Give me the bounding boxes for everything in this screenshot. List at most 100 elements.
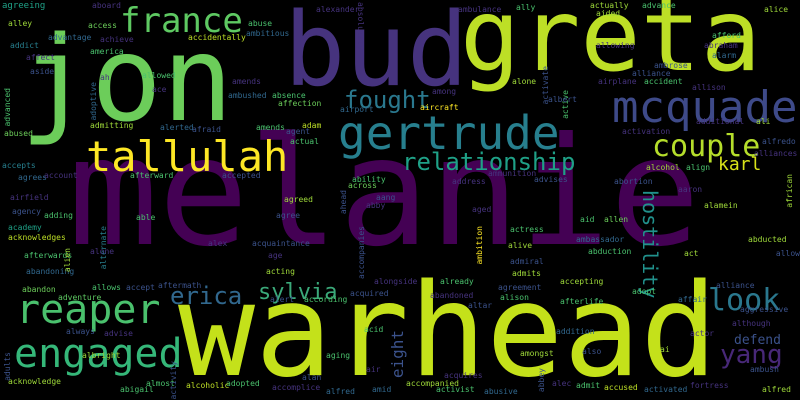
cloud-word-already: already (440, 277, 474, 286)
cloud-word-admit: admit (576, 381, 601, 390)
cloud-word-absence: absence (272, 91, 306, 100)
cloud-word-albert: albert (548, 95, 577, 104)
cloud-word-eight: eight (388, 330, 407, 379)
cloud-word-accompanied: accompanied (406, 379, 459, 388)
cloud-word-ahead: ahead (339, 190, 348, 215)
cloud-word-ability: ability (352, 175, 386, 184)
cloud-word-acquires: acquires (444, 371, 483, 380)
cloud-word-aside: aside (30, 67, 55, 76)
cloud-word-abandon: abandon (22, 285, 56, 294)
cloud-word-ambulance: ambulance (458, 5, 502, 14)
cloud-word-aggressive: aggressive (740, 305, 789, 314)
cloud-word-ambrose: ambrose (654, 61, 688, 70)
cloud-word-align: align (686, 163, 711, 172)
cloud-word-access: access (88, 21, 117, 30)
cloud-word-alliance: alliance (716, 281, 755, 290)
cloud-word-affect: affect (26, 53, 55, 62)
cloud-word-air: air (366, 365, 381, 374)
cloud-word-age: age (268, 251, 283, 260)
cloud-word-afterlife: afterlife (560, 297, 604, 306)
cloud-word-acquired: acquired (350, 289, 389, 298)
cloud-word-adopted: adopted (226, 379, 260, 388)
cloud-word-acquaintance: acquaintance (252, 239, 310, 248)
cloud-word-additional: additional (696, 117, 745, 126)
cloud-word-relationship: relationship (402, 148, 576, 176)
cloud-word-allowed: allowed (142, 71, 176, 80)
cloud-word-abandoned: abandoned (430, 291, 474, 300)
cloud-word-african: african (785, 174, 794, 208)
cloud-word-alliances: alliances (754, 149, 798, 158)
cloud-word-agent: agent (286, 127, 311, 136)
cloud-word-alert: alert (270, 295, 295, 304)
cloud-word-accept: accept (126, 283, 155, 292)
cloud-word-although: although (732, 319, 771, 328)
cloud-word-adults: adults (3, 352, 12, 381)
cloud-word-ai: ai (660, 345, 670, 354)
cloud-word-warhead: warhead (178, 257, 718, 400)
cloud-word-account: account (44, 171, 78, 180)
cloud-word-alerted: alerted (160, 123, 194, 132)
cloud-word-according: according (304, 295, 348, 304)
cloud-word-abducted: abducted (748, 235, 787, 244)
cloud-word-able: able (136, 213, 156, 222)
cloud-word-look: look (708, 283, 781, 318)
cloud-word-gertrude: gertrude (338, 106, 560, 160)
cloud-word-alfred: alfred (326, 387, 355, 396)
cloud-word-afterward: afterward (130, 171, 174, 180)
cloud-word-alexander: alexander (316, 5, 360, 14)
cloud-word-alcohol: alcohol (646, 163, 680, 172)
cloud-word-adoptive: adoptive (89, 82, 98, 121)
cloud-word-ace: ace (152, 85, 167, 94)
cloud-word-almost: almost (146, 379, 175, 388)
cloud-word-abuse: abuse (248, 19, 273, 28)
cloud-word-adam: adam (302, 121, 322, 130)
cloud-word-bud: bud (284, 0, 469, 110)
cloud-word-defend: defend (734, 333, 781, 348)
cloud-word-activity: activity (169, 361, 178, 400)
cloud-word-ambition: ambition (475, 226, 484, 265)
cloud-word-abandoning: abandoning (26, 267, 75, 276)
cloud-word-engaged: engaged (14, 331, 183, 377)
cloud-word-reaper: reaper (16, 287, 161, 333)
cloud-word-agreed: agreed (284, 195, 313, 204)
cloud-word-admits: admits (512, 269, 541, 278)
cloud-word-ambushed: ambushed (228, 91, 267, 100)
cloud-word-afterwards: afterwards (24, 251, 73, 260)
cloud-word-ambassador: ambassador (576, 235, 625, 244)
cloud-word-aftermath: aftermath (158, 281, 202, 290)
cloud-word-accepted: accepted (222, 171, 261, 180)
cloud-word-alfredo: alfredo (762, 137, 796, 146)
cloud-word-abortion: abortion (614, 177, 653, 186)
cloud-word-adding: adding (44, 211, 73, 220)
cloud-word-alliance: alliance (632, 69, 671, 78)
cloud-word-accidentally: accidentally (188, 33, 246, 42)
cloud-word-alive: alive (508, 241, 533, 250)
cloud-word-alarm: alarm (712, 51, 737, 60)
cloud-word-absolutely: absolutely (356, 2, 365, 51)
cloud-word-airport: airport (340, 105, 374, 114)
cloud-word-adventure: adventure (58, 293, 102, 302)
cloud-word-accompanies: accompanies (357, 226, 366, 279)
cloud-word-alison: alison (500, 293, 529, 302)
cloud-word-alfred: alfred (762, 385, 791, 394)
cloud-word-affair: affair (678, 295, 707, 304)
cloud-word-accomplice: accomplice (272, 383, 321, 392)
cloud-word-ali: ali (756, 117, 771, 126)
cloud-word-alice: alice (764, 5, 789, 14)
cloud-word-actually: actually (590, 1, 629, 10)
cloud-word-karl: karl (718, 154, 762, 175)
cloud-word-fortress: fortress (690, 381, 729, 390)
cloud-word-alcoholic: alcoholic (186, 381, 230, 390)
cloud-word-aaron: aaron (678, 185, 703, 194)
cloud-word-amends: amends (256, 123, 285, 132)
cloud-word-tallulah: tallulah (86, 132, 289, 181)
cloud-word-afford: afford (712, 31, 741, 40)
cloud-word-airfield: airfield (10, 193, 49, 202)
cloud-word-alec: alec (552, 379, 572, 388)
cloud-word-activate: activate (541, 66, 550, 105)
cloud-word-acknowledge: acknowledge (8, 377, 61, 386)
cloud-word-aged: aged (472, 205, 492, 214)
cloud-word-alongside: alongside (374, 277, 418, 286)
cloud-word-academy: academy (8, 223, 42, 232)
cloud-word-acting: acting (266, 267, 295, 276)
